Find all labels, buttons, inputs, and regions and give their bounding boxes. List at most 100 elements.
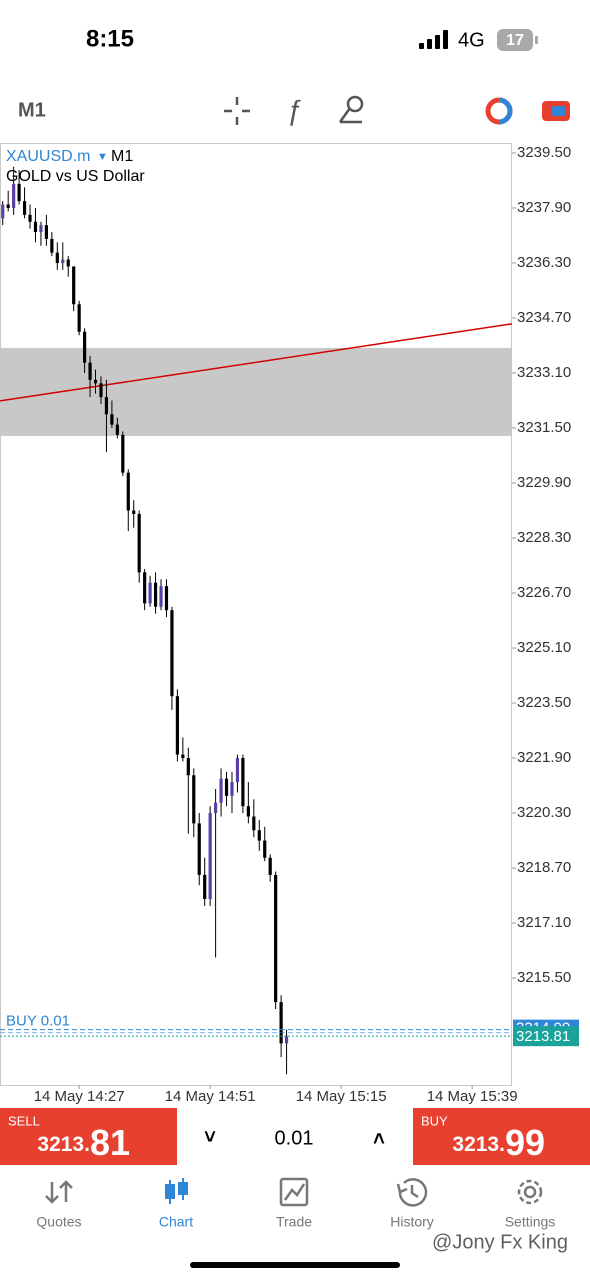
y-tick-label: 3221.90 [517,749,571,766]
tab-label[interactable]: Trade [276,1214,312,1230]
y-tick-label: 3228.30 [517,529,571,546]
trendline [0,323,513,402]
plot-area[interactable] [0,143,512,1086]
sell-button[interactable] [0,1108,177,1165]
candle-body [197,823,201,875]
candle-body [159,586,163,607]
candle-body [61,259,65,263]
tab-label[interactable]: Settings [505,1214,556,1230]
candle-body [148,582,152,604]
sell-price-head: 3213. [37,1133,90,1156]
candle-body [235,758,240,783]
candle-body [268,857,272,875]
signal-icon [419,30,448,49]
candle-body [186,758,190,776]
candle-body [203,874,207,900]
candle-body [164,586,169,611]
home-indicator [190,1262,400,1268]
candle-body [181,754,185,759]
status-time: 8:15 [86,25,134,52]
candle-body [208,813,212,900]
candle-body [279,1002,283,1044]
candle-body [126,472,130,511]
buy-label: BUY [421,1113,448,1128]
candle-body [252,816,256,831]
y-tick-label: 3220.30 [517,804,571,821]
candle-body [50,238,54,253]
candle-body [12,183,16,208]
x-tick-label: 14 May 15:39 [427,1088,518,1105]
candle-body [257,830,261,841]
chart-icon[interactable] [165,1178,188,1204]
candle-body [214,802,218,814]
crosshair-button[interactable] [224,97,250,125]
candle-body [170,610,174,697]
candle-body [22,201,27,215]
candle-body [44,225,48,239]
bid-price: 3213.81 [516,1028,570,1045]
candle-body [115,424,119,435]
y-tick-label: 3231.50 [517,419,571,436]
x-tick-label: 14 May 14:51 [165,1088,256,1105]
lot-size[interactable]: 0.01 [275,1127,314,1149]
x-tick-label: 14 May 14:27 [34,1088,125,1105]
candle-body [28,214,32,222]
settings-icon[interactable] [517,1179,543,1205]
sell-label: SELL [8,1113,40,1128]
candle-body [6,204,10,208]
timeframe-button[interactable]: M1 [18,99,46,121]
candle-body [175,696,179,755]
candle-body [55,252,59,263]
candle-body [66,259,70,267]
candle-body [246,806,250,817]
candle-body [230,782,234,796]
symbol[interactable]: XAUUSD.m [6,148,90,165]
objects-button[interactable] [338,95,364,124]
candle-body [153,582,158,607]
lot-decrease[interactable]: ˅ [204,1126,216,1148]
y-tick-label: 3226.70 [517,584,571,601]
y-tick-label: 3225.10 [517,639,571,656]
watermark: @Jony Fx King [432,1231,568,1253]
candle-body [284,1036,289,1044]
x-tick-label: 14 May 15:15 [296,1088,387,1105]
y-tick-label: 3217.10 [517,914,571,931]
zone [1,347,512,436]
y-tick-label: 3233.10 [517,364,571,381]
candle-body [93,379,98,384]
y-tick-label: 3237.90 [517,199,571,216]
y-tick-label: 3236.30 [517,254,571,271]
tab-label[interactable]: Quotes [36,1214,81,1230]
plot [0,166,513,1075]
trade-button[interactable] [542,101,570,121]
candle-body [104,397,109,415]
candle-body [274,874,278,1003]
candle-body [1,204,5,219]
candle-body [99,383,103,398]
candle-body [33,221,38,233]
candle-body [121,434,125,473]
symbol-dropdown[interactable]: ▼ [97,151,108,163]
chart-timeframe: M1 [111,148,133,165]
candle-body [219,778,223,803]
history-icon[interactable] [396,1178,428,1207]
candle-body [132,510,136,514]
candle-body [110,414,114,425]
tab-label[interactable]: Chart [159,1214,193,1230]
trade-icon[interactable] [279,1177,309,1207]
buy-button[interactable] [413,1108,590,1165]
candle-body [143,572,147,604]
lot-increase[interactable]: ˄ [373,1128,385,1150]
tab-label[interactable]: History [390,1214,434,1230]
buy-price-tail: 99 [505,1122,545,1163]
chart-subtitle: GOLD vs US Dollar [6,168,145,185]
indicators-button[interactable]: ƒ [286,94,302,125]
bid-price-box [513,1026,579,1047]
y-tick-label: 3234.70 [517,309,571,326]
quotes-icon[interactable] [45,1180,73,1204]
candle-body [88,362,92,380]
tab-bar: Quotes Chart Trade History Settings [36,1214,555,1230]
account-button[interactable] [485,97,513,125]
candle-body [137,513,141,573]
status-battery: 17 [506,32,524,49]
